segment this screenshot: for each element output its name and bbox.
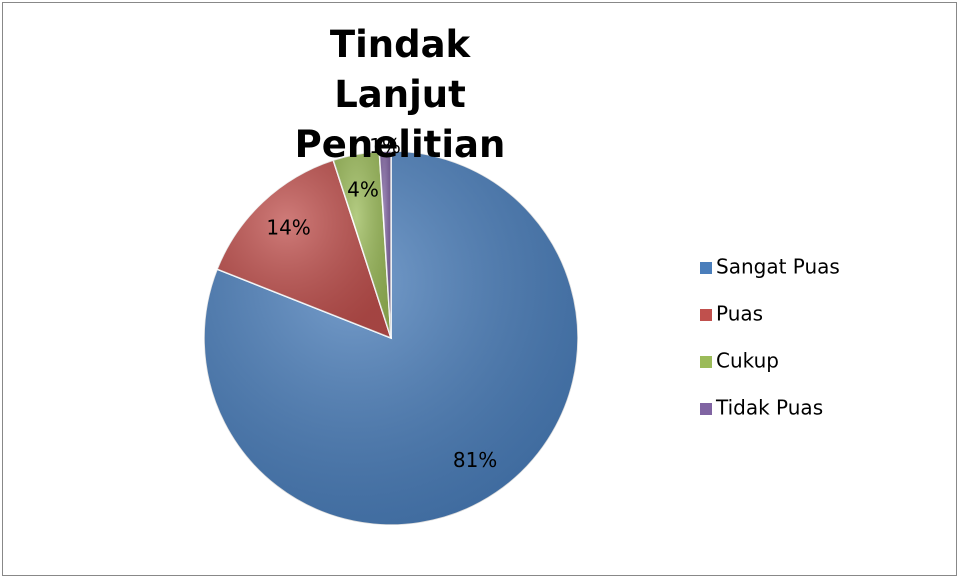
data-label: 14% bbox=[266, 215, 310, 239]
data-label: 81% bbox=[453, 448, 497, 472]
legend-swatch bbox=[700, 262, 712, 274]
legend-swatch bbox=[700, 403, 712, 415]
legend-swatch bbox=[700, 356, 712, 368]
legend-swatch bbox=[700, 309, 712, 321]
legend-label: Sangat Puas bbox=[716, 255, 840, 279]
data-label: 4% bbox=[347, 178, 379, 202]
legend-label: Tidak Puas bbox=[715, 396, 823, 420]
legend-label: Puas bbox=[716, 302, 763, 326]
chart-title: Tindak Lanjut Penelitian bbox=[294, 23, 506, 166]
legend-label: Cukup bbox=[716, 349, 779, 373]
data-label: 1% bbox=[369, 134, 401, 158]
